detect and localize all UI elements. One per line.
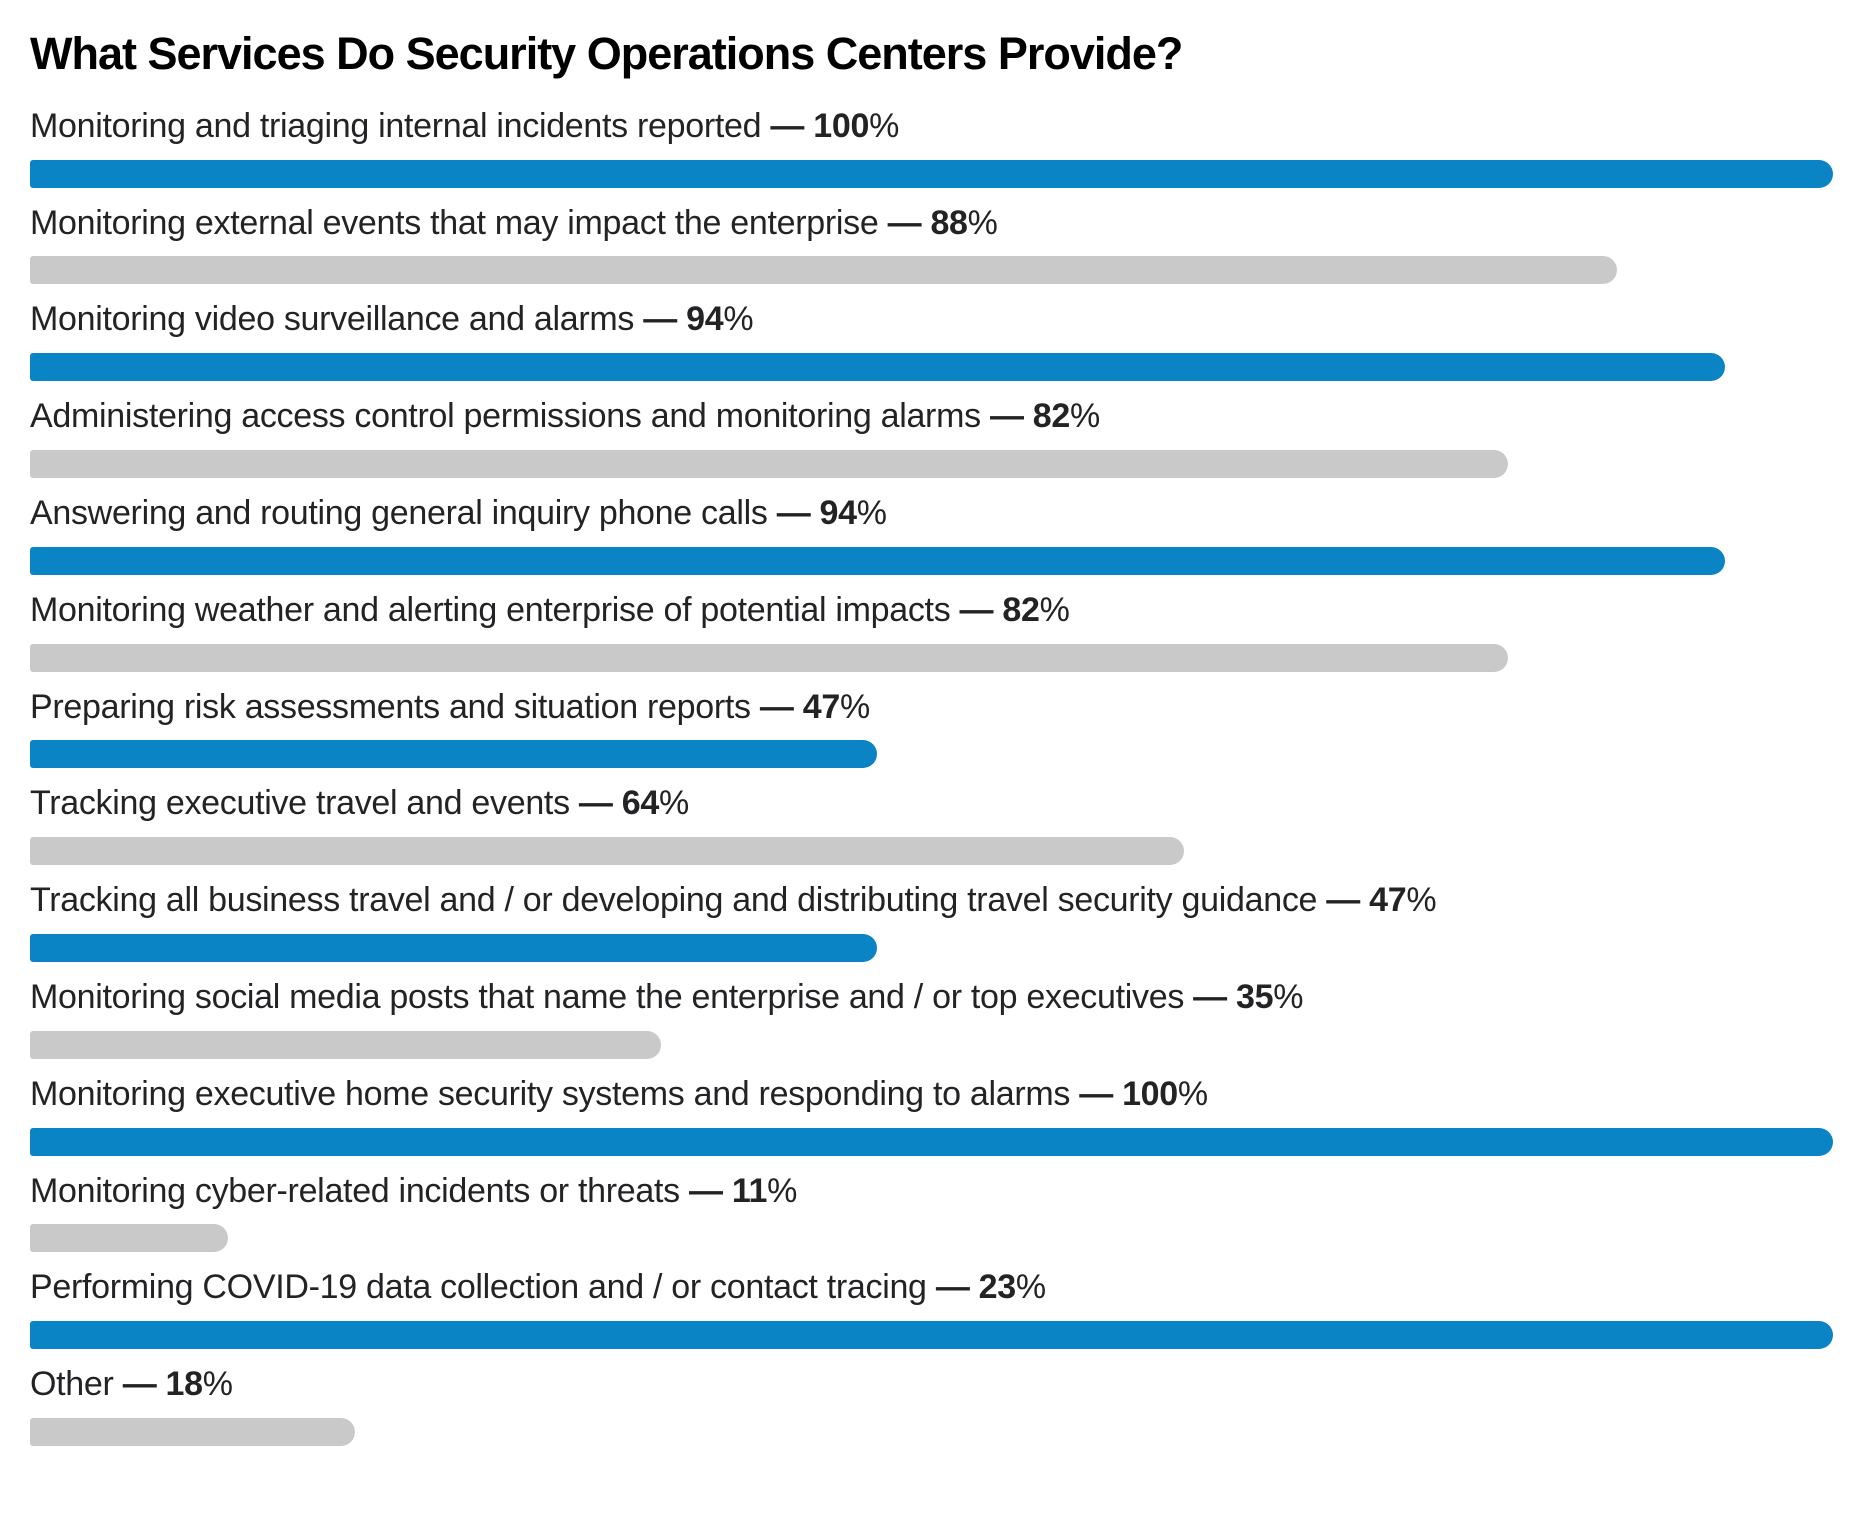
bar-value: — 23 xyxy=(935,1268,1016,1307)
bar xyxy=(30,1030,662,1059)
bar-category-text: Preparing risk assessments and situation… xyxy=(30,687,760,726)
bar-value: — 88 xyxy=(887,203,968,242)
bar-value: — 64 xyxy=(578,784,659,823)
bar-chart: Monitoring and triaging internal inciden… xyxy=(30,106,1833,1446)
chart-row: Answering and routing general inquiry ph… xyxy=(30,493,1833,575)
chart-row: Tracking all business travel and / or de… xyxy=(30,880,1833,962)
bar-label: Monitoring weather and alerting enterpri… xyxy=(30,590,1833,631)
chart-title: What Services Do Security Operations Cen… xyxy=(30,28,1183,79)
bar-category-text: Monitoring video surveillance and alarms xyxy=(30,300,644,339)
bar-value: — 94 xyxy=(776,493,857,532)
bar-category-text: Other xyxy=(30,1365,123,1404)
bar xyxy=(30,159,1833,188)
chart-row: Tracking executive travel and events — 6… xyxy=(30,783,1833,866)
bar-label: Administering access control permissions… xyxy=(30,396,1833,437)
percent-sign: % xyxy=(1406,881,1437,920)
chart-row: Monitoring video surveillance and alarms… xyxy=(30,299,1833,382)
chart-row: Monitoring executive home security syste… xyxy=(30,1074,1833,1156)
bar xyxy=(30,643,1509,672)
percent-sign: % xyxy=(1039,590,1070,629)
chart-row: Monitoring cyber-related incidents or th… xyxy=(30,1171,1833,1253)
bar-label: Answering and routing general inquiry ph… xyxy=(30,493,1833,534)
percent-sign: % xyxy=(659,784,689,823)
bar-value: — 47 xyxy=(759,687,840,726)
percent-sign: % xyxy=(1177,1074,1208,1113)
bar-category-text: Monitoring cyber-related incidents or th… xyxy=(30,1171,689,1210)
bar xyxy=(30,256,1617,285)
chart-row: Performing COVID-19 data collection and … xyxy=(30,1267,1833,1350)
percent-sign: % xyxy=(869,106,900,145)
bar-label: Tracking executive travel and events — 6… xyxy=(30,783,1833,824)
bar-value: — 100 xyxy=(770,106,870,145)
bar-category-text: Monitoring social media posts that name … xyxy=(30,977,1194,1016)
bar-category-text: Monitoring and triaging internal inciden… xyxy=(30,106,771,145)
bar-category-text: Tracking all business travel and / or de… xyxy=(30,881,1327,920)
bar-value: — 100 xyxy=(1079,1074,1178,1113)
bar xyxy=(30,1127,1833,1156)
bar xyxy=(30,1417,355,1446)
bar xyxy=(30,1224,229,1253)
bar-label: Monitoring and triaging internal inciden… xyxy=(30,106,1833,147)
bar-label: Monitoring external events that may impa… xyxy=(30,203,1833,244)
bar-label: Monitoring social media posts that name … xyxy=(30,977,1833,1018)
bar-category-text: Administering access control permissions… xyxy=(30,397,990,436)
bar-label: Monitoring executive home security syste… xyxy=(30,1074,1833,1115)
bar-value: — 18 xyxy=(122,1365,203,1404)
bar-value: — 11 xyxy=(688,1171,768,1210)
bar-label: Monitoring video surveillance and alarms… xyxy=(30,299,1833,340)
bar-value: — 82 xyxy=(989,397,1071,436)
bar-label: Preparing risk assessments and situation… xyxy=(30,687,1833,728)
bar xyxy=(30,1321,1833,1350)
chart-row: Monitoring social media posts that name … xyxy=(30,977,1833,1059)
percent-sign: % xyxy=(967,203,998,242)
bar-category-text: Monitoring external events that may impa… xyxy=(30,203,888,242)
bar-category-text: Tracking executive travel and events xyxy=(30,784,579,823)
bar-label: Monitoring cyber-related incidents or th… xyxy=(30,1171,1833,1212)
bar-value: — 47 xyxy=(1326,881,1407,920)
percent-sign: % xyxy=(1015,1268,1046,1307)
bar-category-text: Monitoring executive home security syste… xyxy=(30,1074,1080,1113)
chart-row: Preparing risk assessments and situation… xyxy=(30,687,1833,769)
percent-sign: % xyxy=(1070,397,1100,436)
percent-sign: % xyxy=(723,300,754,339)
bar-label: Other — 18% xyxy=(30,1364,1833,1405)
bar-value: — 94 xyxy=(643,300,724,339)
bar xyxy=(30,546,1725,575)
chart-row: Monitoring and triaging internal inciden… xyxy=(30,106,1833,188)
bar-category-text: Performing COVID-19 data collection and … xyxy=(30,1268,936,1307)
bar xyxy=(30,837,1184,866)
bar xyxy=(30,353,1725,382)
bar-value: — 35 xyxy=(1193,977,1274,1016)
chart-row: Monitoring weather and alerting enterpri… xyxy=(30,590,1833,672)
bar xyxy=(30,740,878,769)
bar xyxy=(30,933,878,962)
chart-row: Other — 18% xyxy=(30,1364,1833,1446)
bar-label: Performing COVID-19 data collection and … xyxy=(30,1267,1833,1308)
chart-row: Monitoring external events that may impa… xyxy=(30,203,1833,285)
bar-category-text: Monitoring weather and alerting enterpri… xyxy=(30,590,960,629)
bar-value: — 82 xyxy=(959,590,1040,629)
bar-label: Tracking all business travel and / or de… xyxy=(30,880,1833,921)
chart-row: Administering access control permissions… xyxy=(30,396,1833,478)
percent-sign: % xyxy=(856,493,887,532)
bar-category-text: Answering and routing general inquiry ph… xyxy=(30,493,777,532)
percent-sign: % xyxy=(202,1365,233,1404)
bar xyxy=(30,449,1509,478)
percent-sign: % xyxy=(767,1171,798,1210)
percent-sign: % xyxy=(839,687,870,726)
percent-sign: % xyxy=(1273,977,1304,1016)
